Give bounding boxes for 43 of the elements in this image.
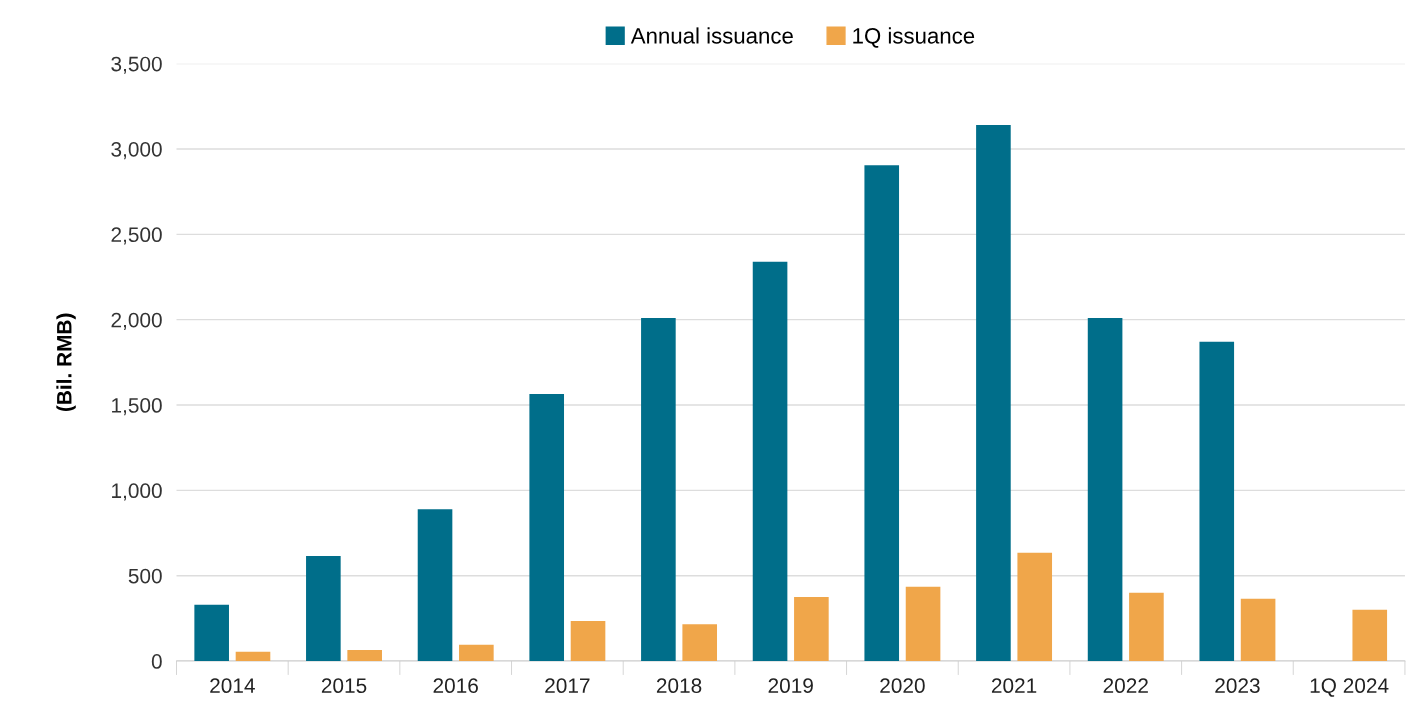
x-tick-label: 2022 xyxy=(1103,678,1148,694)
legend-label: Annual issuance xyxy=(630,27,793,44)
bar xyxy=(529,393,565,662)
x-tick-label: 2019 xyxy=(768,678,813,694)
bar xyxy=(976,125,1011,662)
y-axis-title: (Bil. RMB) xyxy=(56,313,76,412)
y-tick-label: 2,000 xyxy=(111,312,162,330)
bar xyxy=(682,624,718,662)
bar xyxy=(1017,552,1053,662)
x-tick-label: 2020 xyxy=(880,678,925,694)
bar xyxy=(194,604,229,662)
bar xyxy=(794,597,829,662)
legend-label: 1Q issuance xyxy=(853,27,975,48)
bar xyxy=(570,620,606,662)
y-tick-label: 1,500 xyxy=(112,398,162,416)
bar xyxy=(905,586,941,662)
y-tick-label: 500 xyxy=(128,568,162,584)
x-tick-label: 2016 xyxy=(433,678,478,694)
bar xyxy=(459,644,494,662)
bar xyxy=(306,556,341,662)
bar xyxy=(1240,598,1276,662)
bar xyxy=(864,165,900,662)
x-tick-label: 2021 xyxy=(991,678,1037,694)
x-tick-label: 2018 xyxy=(656,678,702,694)
bar xyxy=(641,317,676,662)
bar xyxy=(1352,609,1388,662)
bar xyxy=(1199,341,1235,662)
y-tick-label: 3,500 xyxy=(111,56,162,74)
x-tick-label: 1Q 2024 xyxy=(1310,678,1389,697)
bar xyxy=(347,649,382,662)
bar xyxy=(752,261,788,662)
x-tick-label: 2017 xyxy=(545,678,590,694)
x-tick-label: 2023 xyxy=(1215,678,1260,694)
bar xyxy=(235,651,271,662)
x-tick-label: 2015 xyxy=(321,678,367,694)
x-tick-label: 2014 xyxy=(210,678,255,694)
bar xyxy=(417,509,453,662)
y-tick-label: 1,000 xyxy=(112,483,162,501)
bar xyxy=(1087,317,1123,662)
bar xyxy=(1129,592,1164,662)
y-tick-label: 2,500 xyxy=(111,227,162,245)
y-tick-label: 0 xyxy=(151,654,162,669)
y-tick-label: 3,000 xyxy=(111,141,162,160)
